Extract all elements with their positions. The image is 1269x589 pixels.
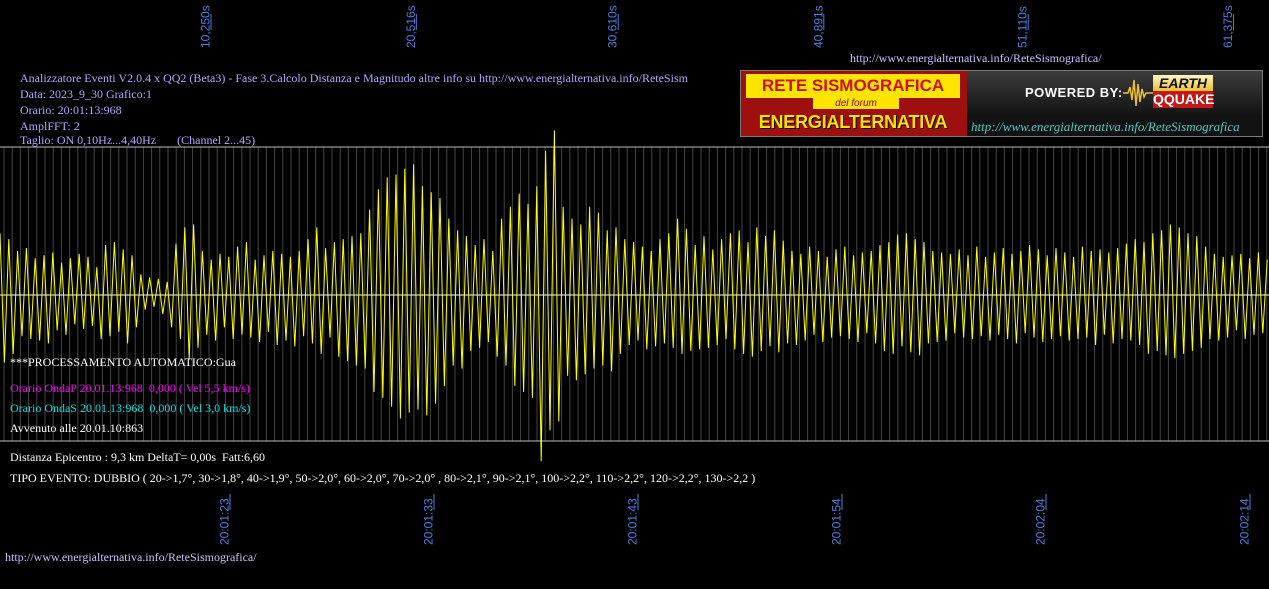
logo-left-panel: RETE SISMOGRAFICA del forum ENERGIALTERN… bbox=[741, 71, 967, 136]
info-line-date: Data: 2023_9_30 Grafico:1 bbox=[20, 87, 152, 101]
logo-brand-earth: EARTH bbox=[1153, 75, 1213, 91]
s-wave-time: Orario OndaS 20.01.13:968 0,000 ( Vel 3,… bbox=[10, 401, 251, 415]
top-tick-label: 10,250s bbox=[199, 5, 213, 48]
info-line-time: Orario: 20:01:13:968 bbox=[20, 103, 122, 117]
logo-title: RETE SISMOGRAFICA bbox=[746, 74, 960, 98]
waveform-trace bbox=[0, 130, 1268, 462]
info-line-title: Analizzatore Eventi V2.0.4 x QQ2 (Beta3)… bbox=[20, 71, 688, 85]
top-tick-label: 40,891s bbox=[811, 5, 825, 48]
logo-right-panel: POWERED BY: EARTH QQUAKE http://www.ener… bbox=[967, 71, 1262, 136]
epicenter-distance: Distanza Epicentro : 9,3 km DeltaT= 0,00… bbox=[10, 450, 266, 464]
top-tick-label: 51,110s bbox=[1016, 6, 1030, 48]
top-tick-label: 30,610s bbox=[606, 5, 620, 48]
top-url: http://www.energialternativa.info/ReteSi… bbox=[850, 51, 1102, 65]
footer-url: http://www.energialternativa.info/ReteSi… bbox=[5, 550, 257, 564]
event-type: TIPO EVENTO: DUBBIO ( 20->1,7°, 30->1,8°… bbox=[10, 471, 756, 485]
bottom-tick-label: 20:02:04 bbox=[1034, 498, 1048, 545]
bottom-tick-label: 20:01:43 bbox=[626, 498, 640, 545]
seismograph-icon bbox=[1123, 79, 1153, 107]
logo-brand-quake: QQUAKE bbox=[1153, 91, 1215, 108]
bottom-tick-label: 20:01:23 bbox=[218, 498, 232, 545]
vertical-grid bbox=[3, 147, 1268, 441]
info-line-filter: Taglio: ON 0,10Hz...4,40Hz (Channel 2...… bbox=[20, 133, 256, 147]
event-occurred-time: Avvenuto alle 20.01.10:863 bbox=[10, 421, 144, 435]
bottom-tick-label: 20:02:14 bbox=[1238, 498, 1252, 545]
logo-powered-by: POWERED BY: bbox=[1025, 85, 1123, 100]
rete-sismografica-logo: RETE SISMOGRAFICA del forum ENERGIALTERN… bbox=[740, 70, 1263, 137]
top-tick-label: 61,375s bbox=[1221, 5, 1235, 48]
p-wave-time: Orario OndaP 20.01.13:968 0,000 ( Vel 5,… bbox=[10, 381, 250, 395]
logo-url: http://www.energialternativa.info/ReteSi… bbox=[971, 119, 1240, 134]
top-tick-label: 20,516s bbox=[404, 5, 418, 48]
info-line-ampl-fft: AmplFFT: 2 bbox=[20, 119, 80, 133]
logo-name: ENERGIALTERNATIVA bbox=[758, 112, 948, 132]
bottom-tick-label: 20:01:54 bbox=[830, 498, 844, 545]
processing-status: ***PROCESSAMENTO AUTOMATICO:Gua bbox=[10, 355, 236, 369]
logo-subtitle: del forum bbox=[813, 98, 899, 109]
bottom-tick-label: 20:01:33 bbox=[422, 498, 436, 545]
